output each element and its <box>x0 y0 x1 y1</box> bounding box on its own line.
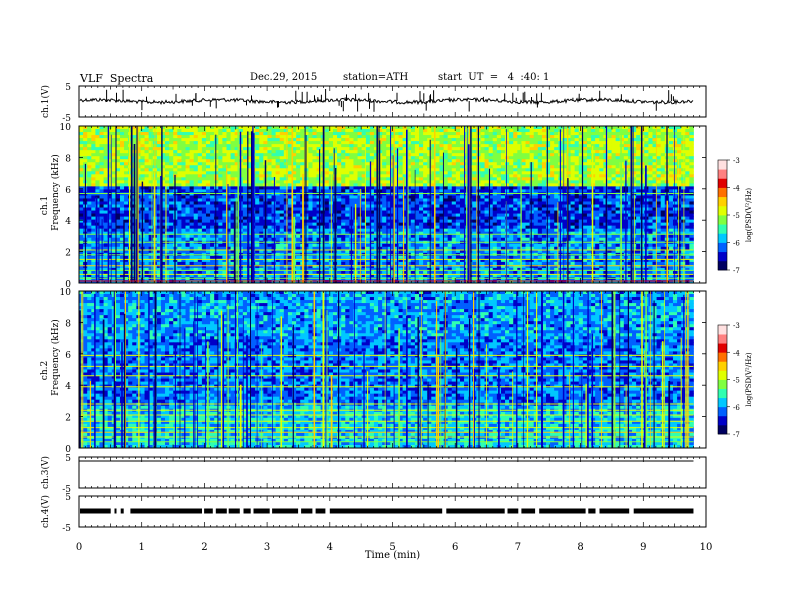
colorbar-1-tick--5: -5 <box>733 212 740 220</box>
xtick-10: 10 <box>700 542 713 553</box>
xtick-1: 1 <box>139 542 145 553</box>
ch2-spectrogram-ytick-4: 4 <box>65 382 71 392</box>
xtick-3: 3 <box>264 542 270 553</box>
ch3-waveform-ytick-bottom: -5 <box>62 485 71 495</box>
ch2-spectrogram <box>79 291 694 449</box>
xtick-0: 0 <box>76 542 82 553</box>
start-time-label: start UT = 4 :40: 1 <box>438 72 550 83</box>
ch1-spectrogram-ytick-4: 4 <box>65 217 71 227</box>
ch1-spectrogram-ytick-8: 8 <box>65 154 71 164</box>
ch2-spectrogram-ytick-0: 0 <box>65 445 71 455</box>
ch3-waveform-ylabel: ch.3(V) <box>40 456 51 489</box>
ch1-waveform-spikes <box>106 89 674 112</box>
colorbar-2-tick--3: -3 <box>733 322 740 330</box>
ch2-spectrogram-ytick-2: 2 <box>65 414 71 424</box>
ch4-waveform-ylabel: ch.4(V) <box>40 495 51 528</box>
ch3-waveform-ytick-top: 5 <box>65 454 71 464</box>
colorbar-2: -3 -4 -5 -6 -7 log(PSD(V²/Hz) <box>717 322 753 439</box>
ch2-spectrogram-ytick-6: 6 <box>65 351 71 361</box>
colorbar-1-tick--7: -7 <box>733 267 740 275</box>
xtick-6: 6 <box>452 542 458 553</box>
station-label: station=ATH <box>343 72 409 83</box>
colorbar-1-tick--4: -4 <box>733 185 740 193</box>
colorbar-2-tick--7: -7 <box>733 431 740 439</box>
colorbar-1-label: log(PSD(V²/Hz) <box>745 188 753 243</box>
ch1-spectrogram-ytick-10: 10 <box>60 123 72 133</box>
ch2-spectrogram-channel-label: ch.2 <box>40 361 50 380</box>
xtick-4: 4 <box>327 542 333 553</box>
xtick-5: 5 <box>389 542 395 553</box>
ch4-waveform-ytick-bottom: -5 <box>62 524 71 534</box>
date-label: Dec.29, 2015 <box>250 72 318 83</box>
ch2-spectrogram-ytick-10: 10 <box>60 288 72 298</box>
xtick-9: 9 <box>640 542 646 553</box>
ch2-spectrogram-ylabel: Frequency (kHz) <box>50 319 61 396</box>
chart-title: VLF Spectra <box>80 72 154 85</box>
ch1-waveform-ytick-bottom: -5 <box>62 114 71 124</box>
colorbar-2-tick--4: -4 <box>733 349 740 357</box>
ch1-spectrogram-ylabel: Frequency (kHz) <box>50 154 61 231</box>
colorbar-2-label: log(PSD(V²/Hz) <box>745 352 753 407</box>
colorbars: -3 -4 -5 -6 -7 log(PSD(V²/Hz) -3 -4 -5 -6 -7 log(PS… <box>717 157 753 439</box>
ch1-waveform-ylabel: ch.1(V) <box>40 85 51 118</box>
colorbar-1: -3 -4 -5 -6 -7 log(PSD(V²/Hz) <box>717 157 753 275</box>
ch1-waveform-line <box>79 96 694 106</box>
ch1-spectrogram <box>79 126 694 284</box>
ch1-spectrogram-channel-label: ch.1 <box>40 196 50 215</box>
xtick-2: 2 <box>201 542 207 553</box>
ch4-waveform-ytick-top: 5 <box>65 493 71 503</box>
ch1-spectrogram-ytick-2: 2 <box>65 249 71 259</box>
ch1-waveform-ytick-top: 5 <box>65 83 71 93</box>
ch1-spectrogram-ytick-6: 6 <box>65 186 71 196</box>
colorbar-2-tick--5: -5 <box>733 377 740 385</box>
xtick-7: 7 <box>515 542 521 553</box>
ch1-spectrogram-ytick-0: 0 <box>65 280 71 290</box>
colorbar-1-tick--3: -3 <box>733 157 740 165</box>
ch2-spectrogram-ytick-8: 8 <box>65 319 71 329</box>
colorbar-1-tick--6: -6 <box>733 240 740 248</box>
panels <box>79 89 694 514</box>
x-axis-label: Time (min) <box>365 550 420 561</box>
colorbar-2-tick--6: -6 <box>733 404 740 412</box>
xtick-8: 8 <box>577 542 583 553</box>
